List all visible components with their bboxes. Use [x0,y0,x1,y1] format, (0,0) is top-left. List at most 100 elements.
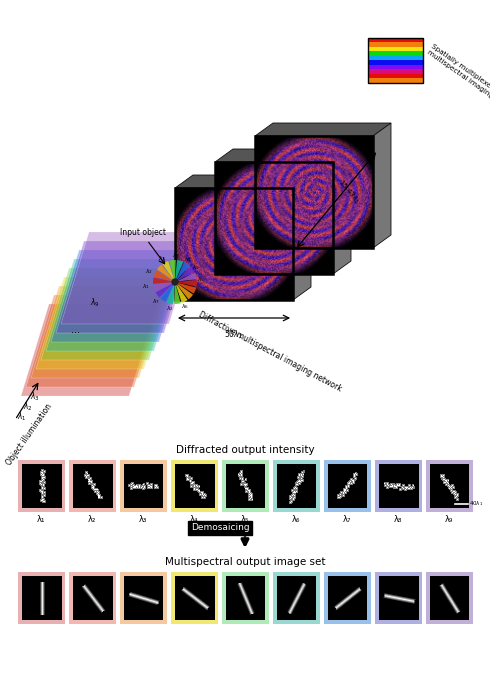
Text: Spatially multiplexed
multispectral imaging: Spatially multiplexed multispectral imag… [426,43,490,99]
Text: λ₃: λ₃ [139,514,147,523]
Bar [18,572,65,624]
Polygon shape [162,261,175,282]
Polygon shape [175,282,188,303]
Polygon shape [175,282,193,299]
Bar [374,460,421,512]
Bar [171,460,218,512]
Polygon shape [170,260,176,282]
Polygon shape [160,282,175,302]
Bar [69,572,116,624]
Polygon shape [36,277,172,369]
Text: Input object: Input object [120,227,166,236]
Polygon shape [56,241,192,333]
Text: λ₁: λ₁ [37,514,45,523]
Text: λ₂: λ₂ [88,514,96,523]
Bar [430,464,468,508]
Polygon shape [26,295,162,387]
Polygon shape [255,123,391,136]
Polygon shape [175,280,197,286]
Bar [378,464,417,508]
Text: Diffracted output intensity: Diffracted output intensity [176,445,314,455]
Bar [368,38,423,83]
Text: $\lambda_9$: $\lambda_9$ [192,264,200,273]
Text: $\lambda_1$: $\lambda_1$ [17,411,27,423]
Text: $\lambda_2$: $\lambda_2$ [166,305,174,314]
Polygon shape [175,262,190,282]
Text: $\lambda_7$: $\lambda_7$ [152,297,160,306]
Bar [123,464,163,508]
Text: $50\lambda_1$: $50\lambda_1$ [224,328,244,340]
Polygon shape [153,282,175,291]
Bar [174,464,214,508]
Text: $\lambda_9$: $\lambda_9$ [90,297,100,309]
Bar [272,572,319,624]
Text: $\lambda_2$: $\lambda_2$ [145,268,153,277]
Text: λ₅: λ₅ [241,514,249,523]
Polygon shape [175,282,196,294]
Text: $\lambda_6$: $\lambda_6$ [181,303,189,312]
Polygon shape [373,123,391,248]
Bar [327,576,367,620]
Text: Object illumination: Object illumination [5,403,54,467]
Polygon shape [157,264,175,282]
Text: $\lambda_3$: $\lambda_3$ [30,390,40,403]
Text: Multispectral output image set: Multispectral output image set [165,557,325,567]
Bar [430,576,468,620]
Text: λ₈: λ₈ [394,514,402,523]
Polygon shape [156,282,175,297]
Text: λ₆: λ₆ [292,514,300,523]
Bar [374,572,421,624]
Bar [276,576,316,620]
Bar [378,576,417,620]
Polygon shape [46,259,182,351]
Polygon shape [174,282,181,304]
Polygon shape [175,175,311,188]
Polygon shape [167,282,175,304]
Polygon shape [175,266,195,282]
Bar [120,460,167,512]
Polygon shape [175,273,197,282]
Text: λ₇: λ₇ [343,514,351,523]
Bar [425,572,472,624]
Text: $\lambda_4$: $\lambda_4$ [184,256,192,264]
Bar [221,572,269,624]
Text: $\lambda_8$: $\lambda_8$ [172,251,180,260]
Text: $\lambda_5$: $\lambda_5$ [197,275,205,284]
Bar [73,464,112,508]
Polygon shape [175,260,183,282]
Polygon shape [293,175,311,300]
Bar [69,460,116,512]
Polygon shape [215,149,351,162]
Polygon shape [333,149,351,274]
Polygon shape [154,271,175,282]
Text: λ₄: λ₄ [190,514,198,523]
Bar [225,464,265,508]
Text: ...: ... [71,325,79,335]
Bar [22,464,60,508]
Text: $\lambda_3$: $\lambda_3$ [158,255,166,264]
Bar [123,576,163,620]
Bar [171,572,218,624]
Bar [327,464,367,508]
Bar [22,576,60,620]
Text: $40\lambda_1$: $40\lambda_1$ [468,499,483,508]
Bar [174,576,214,620]
Polygon shape [51,250,187,342]
Polygon shape [153,277,175,284]
Bar [120,572,167,624]
Text: $\lambda_1$: $\lambda_1$ [142,282,150,291]
Text: $\lambda_1$: $\lambda_1$ [193,294,201,303]
Bar [73,576,112,620]
Polygon shape [41,268,177,360]
Bar [323,460,370,512]
Polygon shape [61,232,197,324]
Bar [18,460,65,512]
Text: λ₉: λ₉ [445,514,453,523]
Text: Diffractive multispectral imaging network: Diffractive multispectral imaging networ… [197,310,343,394]
Bar [276,464,316,508]
Circle shape [172,279,178,285]
Text: $\lambda_2$: $\lambda_2$ [23,401,33,413]
Text: $15.43\lambda_1$: $15.43\lambda_1$ [335,177,361,206]
Bar [272,460,319,512]
Polygon shape [21,304,157,396]
